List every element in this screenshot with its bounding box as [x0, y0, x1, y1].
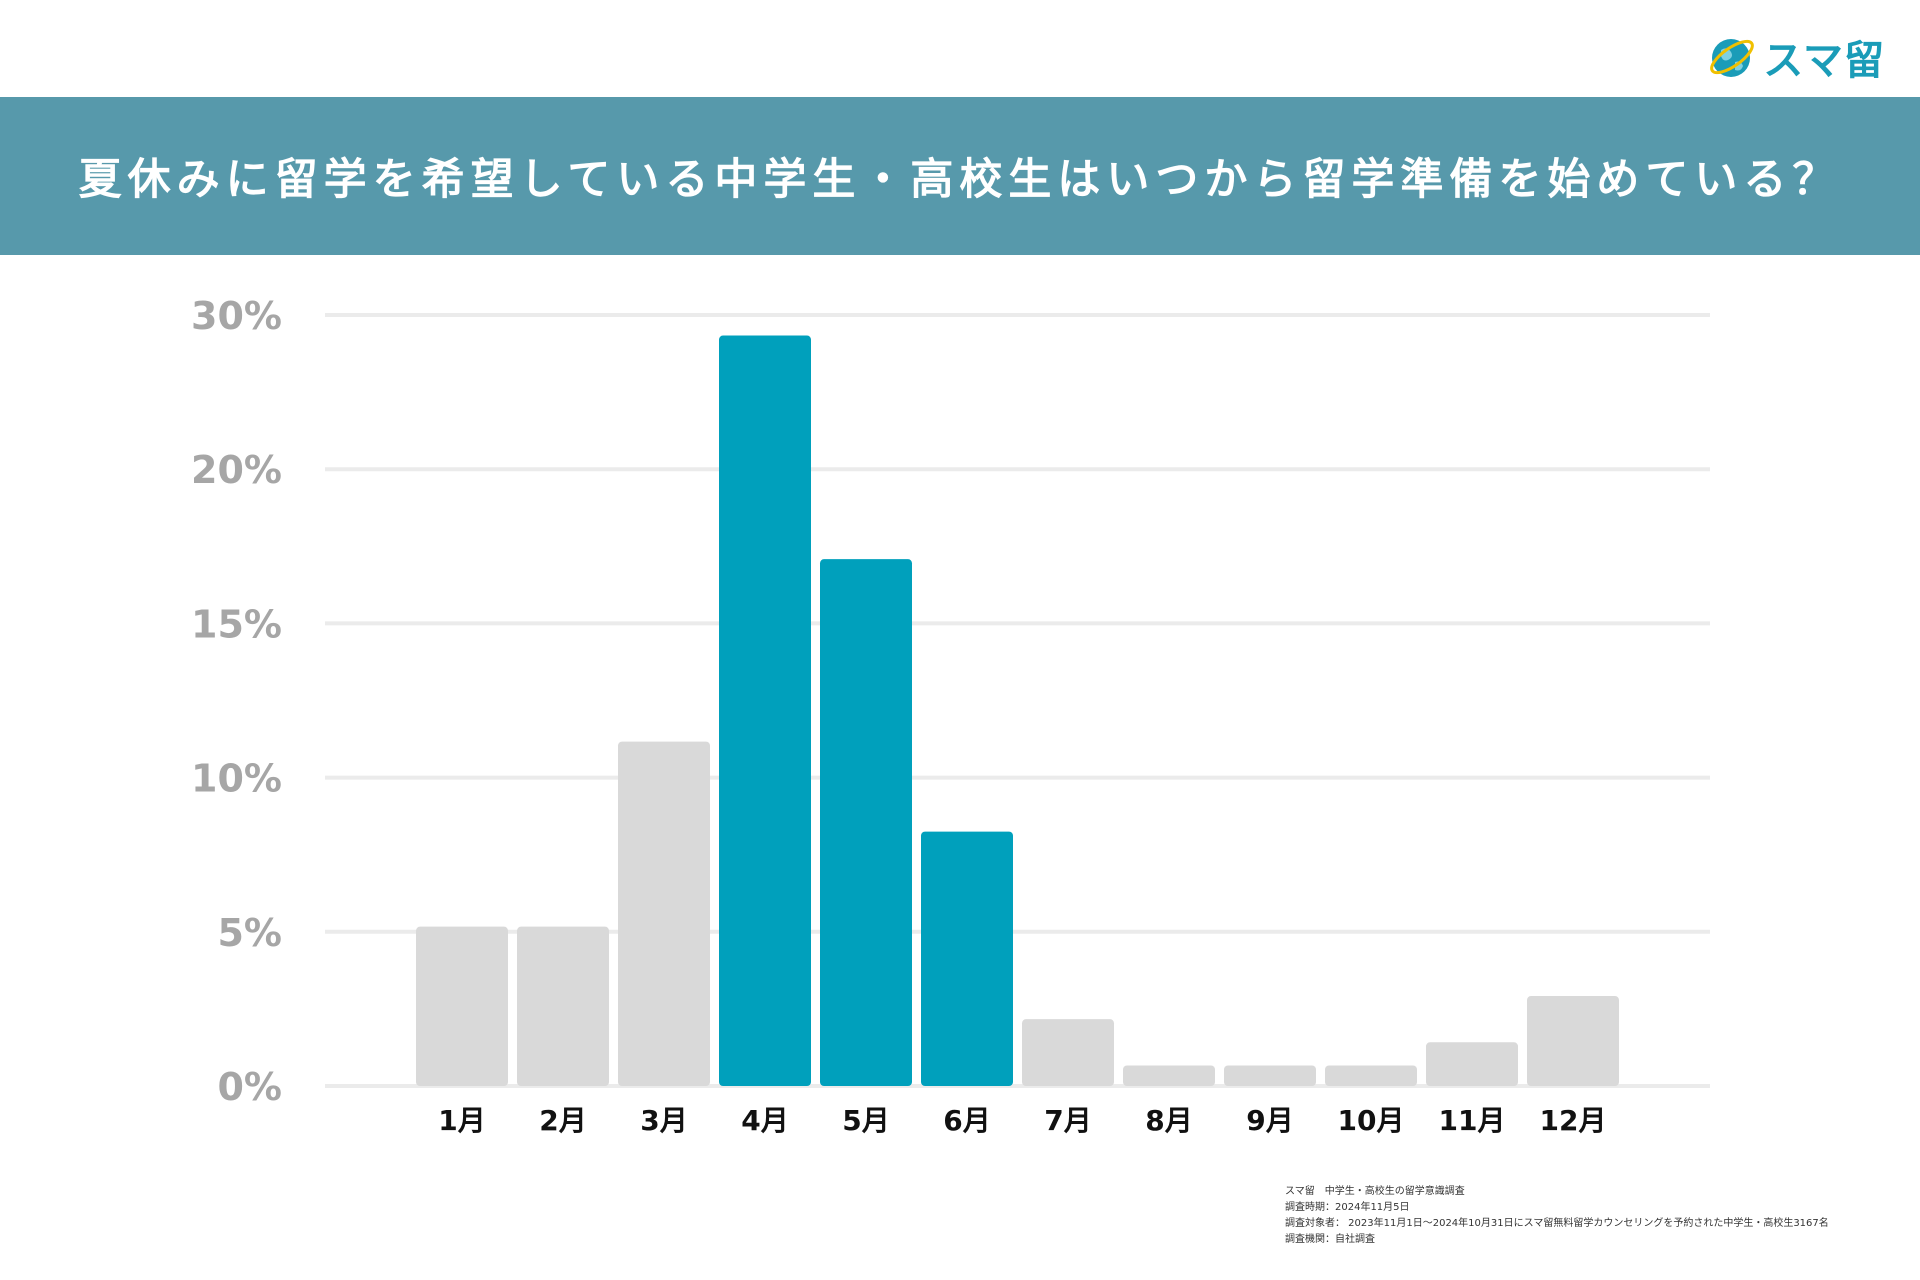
bar-11月 [1426, 1042, 1518, 1086]
bar-1月 [416, 926, 508, 1086]
bars [416, 335, 1619, 1086]
bar-5月 [820, 559, 912, 1086]
x-tick-label: 1月 [438, 1104, 485, 1137]
bar-8月 [1123, 1065, 1215, 1086]
x-tick-label: 10月 [1338, 1104, 1405, 1137]
y-tick-label: 15% [191, 602, 282, 646]
bar-7月 [1022, 1019, 1114, 1086]
x-tick-label: 7月 [1044, 1104, 1091, 1137]
brand-logo: スマ留 [1707, 30, 1885, 84]
title-banner: 夏休みに留学を希望している中学生・高校生はいつから留学準備を始めている？ [0, 97, 1920, 255]
logo-text: スマ留 [1763, 38, 1885, 84]
survey-notes: スマ留 中学生・高校生の留学意識調査 調査時期：2024年11月5日 調査対象者… [1285, 1184, 1829, 1248]
x-axis-labels: 1月 2月 3月 4月 5月 6月 7月 8月 9月 10月 11月 12月 [438, 1104, 1606, 1137]
y-tick-label: 5% [217, 911, 282, 955]
survey-name: スマ留 中学生・高校生の留学意識調査 [1285, 1186, 1465, 1197]
survey-period: 調査時期：2024年11月5日 [1285, 1202, 1410, 1213]
y-tick-label: 20% [191, 448, 282, 492]
bar-chart: 0% 5% 10% 15% 20% 30% 1月 2月 3月 4月 5月 6月 7月 8月 9月 10月 11… [191, 294, 1710, 1137]
x-tick-label: 12月 [1540, 1104, 1607, 1137]
page-title: 夏休みに留学を希望している中学生・高校生はいつから留学準備を始めている？ [78, 155, 1842, 205]
y-axis-ticks: 0% 5% 10% 15% 20% 30% [191, 294, 282, 1109]
y-tick-label: 10% [191, 757, 282, 801]
bar-10月 [1325, 1065, 1417, 1086]
x-tick-label: 9月 [1246, 1104, 1293, 1137]
y-tick-label: 30% [191, 294, 282, 338]
globe-icon [1710, 39, 1755, 77]
bar-3月 [618, 741, 710, 1086]
x-tick-label: 8月 [1145, 1104, 1192, 1137]
survey-organization: 調査機関：自社調査 [1285, 1234, 1375, 1245]
x-tick-label: 5月 [842, 1104, 889, 1137]
x-tick-label: 4月 [741, 1104, 788, 1137]
x-tick-label: 3月 [640, 1104, 687, 1137]
x-tick-label: 6月 [943, 1104, 990, 1137]
bar-9月 [1224, 1065, 1316, 1086]
y-tick-label: 0% [217, 1065, 282, 1109]
bar-4月 [719, 335, 811, 1086]
bar-12月 [1527, 996, 1619, 1086]
x-tick-label: 11月 [1439, 1104, 1506, 1137]
bar-6月 [921, 831, 1013, 1086]
x-tick-label: 2月 [539, 1104, 586, 1137]
survey-subjects: 調査対象者： 2023年11月1日〜2024年10月31日にスマ留無料留学カウン… [1285, 1218, 1829, 1229]
bar-2月 [517, 926, 609, 1086]
